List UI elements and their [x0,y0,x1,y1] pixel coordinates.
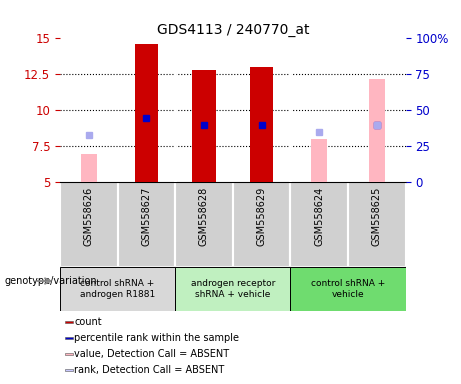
Text: rank, Detection Call = ABSENT: rank, Detection Call = ABSENT [74,365,225,375]
Bar [233,182,290,267]
Bar [311,139,327,182]
Bar [81,154,97,182]
Text: control shRNA +
vehicle: control shRNA + vehicle [311,278,385,300]
Bar [65,337,73,339]
Bar [290,267,406,311]
Bar [65,353,73,355]
Bar [175,182,233,267]
Text: value, Detection Call = ABSENT: value, Detection Call = ABSENT [74,349,230,359]
Bar [65,321,73,323]
Text: count: count [74,317,102,327]
Text: control shRNA +
androgen R1881: control shRNA + androgen R1881 [80,278,155,300]
Text: percentile rank within the sample: percentile rank within the sample [74,333,239,343]
Bar [369,79,385,182]
Bar [60,182,118,267]
Text: genotype/variation: genotype/variation [5,276,97,286]
Text: GSM558627: GSM558627 [142,187,151,246]
Bar [65,369,73,371]
Text: GSM558625: GSM558625 [372,187,382,246]
Bar [175,267,290,311]
Bar [118,182,175,267]
Bar [348,182,406,267]
Bar [60,267,175,311]
Text: GSM558629: GSM558629 [257,187,266,246]
Bar [290,182,348,267]
Text: GSM558628: GSM558628 [199,187,209,246]
Text: androgen receptor
shRNA + vehicle: androgen receptor shRNA + vehicle [190,278,275,300]
Bar [193,70,216,182]
Text: GSM558626: GSM558626 [84,187,94,246]
Title: GDS4113 / 240770_at: GDS4113 / 240770_at [157,23,309,37]
Text: GSM558624: GSM558624 [314,187,324,246]
Bar [135,44,158,182]
Bar [250,67,273,182]
